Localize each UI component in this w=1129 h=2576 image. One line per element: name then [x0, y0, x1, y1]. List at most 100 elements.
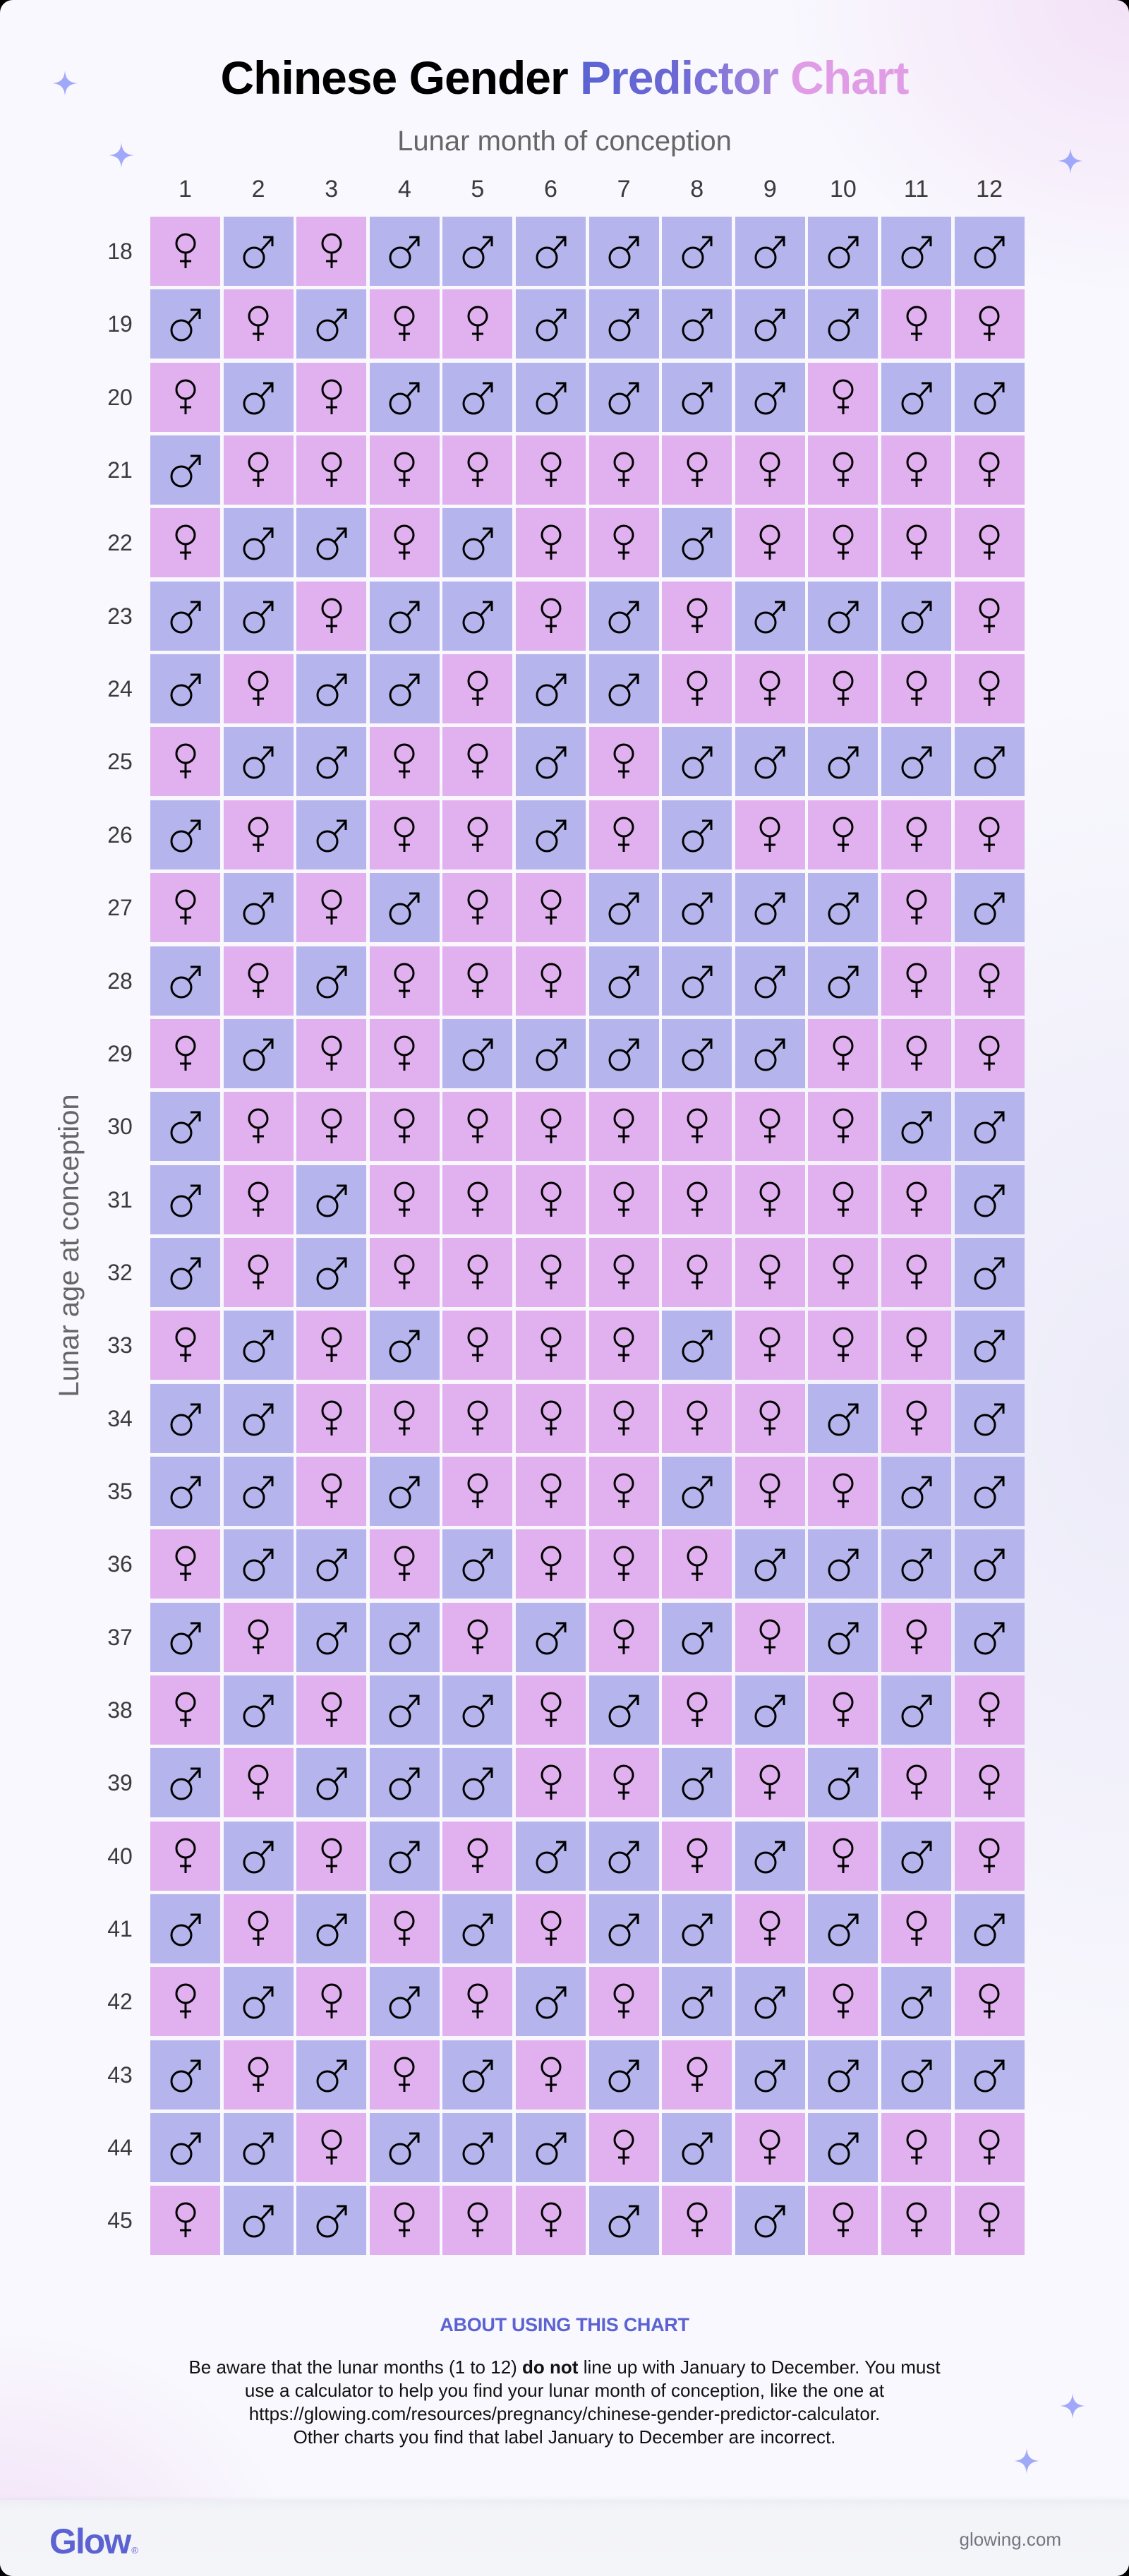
male-symbol-icon — [754, 1695, 785, 1728]
female-symbol-icon — [906, 2129, 926, 2165]
grid-cell-age-19-month-11 — [881, 289, 951, 359]
grid-cell-age-31-month-11 — [881, 1164, 951, 1234]
row-label-28: 28 — [107, 968, 133, 994]
grid-cell-age-43-month-3 — [296, 2040, 367, 2109]
about-line-2: use a calculator to help you find your l… — [244, 2380, 885, 2401]
male-symbol-icon — [170, 455, 200, 488]
male-symbol-icon — [754, 308, 785, 342]
grid-cell-age-25-month-10 — [808, 727, 879, 797]
female-symbol-icon — [467, 1983, 488, 2019]
row-label-18: 18 — [107, 239, 133, 264]
grid-cell-age-43-month-7 — [588, 2040, 659, 2109]
female-symbol-icon — [248, 1764, 269, 1800]
male-symbol-icon — [462, 2132, 493, 2165]
female-symbol-icon — [321, 233, 342, 268]
grid-cell-age-21-month-12 — [954, 435, 1025, 505]
grid-cell-age-19-month-8 — [662, 289, 732, 359]
grid-cell-age-41-month-9 — [735, 1894, 805, 1964]
row-label-45: 45 — [107, 2208, 133, 2234]
grid-cell-age-38-month-2 — [223, 1675, 294, 1745]
female-symbol-icon — [759, 1400, 780, 1436]
grid-cell-age-22-month-7 — [588, 508, 659, 578]
female-symbol-icon — [248, 1619, 269, 1654]
row-label-19: 19 — [107, 311, 133, 337]
sparkle-icon — [1014, 2448, 1039, 2474]
female-symbol-icon — [175, 379, 195, 414]
male-symbol-icon — [316, 1622, 347, 1655]
grid-cell-age-30-month-6 — [516, 1092, 586, 1162]
female-symbol-icon — [321, 1035, 342, 1071]
grid-cell-age-20-month-11 — [881, 362, 951, 432]
female-symbol-icon — [248, 1254, 269, 1289]
female-symbol-icon — [467, 306, 488, 342]
female-symbol-icon — [541, 1327, 561, 1363]
male-symbol-icon — [974, 1330, 1005, 1363]
male-symbol-icon — [243, 2205, 274, 2238]
male-symbol-icon — [316, 527, 347, 560]
grid-cell-age-34-month-5 — [442, 1383, 513, 1453]
grid-cell-age-32-month-9 — [735, 1237, 805, 1307]
grid-cell-age-22-month-12 — [954, 508, 1025, 578]
grid-cell-age-32-month-12 — [954, 1237, 1025, 1307]
grid-cell-age-41-month-7 — [588, 1894, 659, 1964]
grid-cell-age-25-month-4 — [369, 727, 440, 797]
female-symbol-icon — [248, 1910, 269, 1946]
column-header-1: 1 — [179, 176, 192, 203]
grid-cell-age-21-month-6 — [516, 435, 586, 505]
male-symbol-icon — [682, 1913, 713, 1946]
male-symbol-icon — [462, 1767, 493, 1800]
male-symbol-icon — [243, 1986, 274, 2019]
grid-cell-age-40-month-4 — [369, 1821, 440, 1891]
female-symbol-icon — [979, 524, 1000, 560]
male-symbol-icon — [170, 965, 200, 998]
grid-cell-age-35-month-7 — [588, 1456, 659, 1526]
grid-cell-age-27-month-1 — [150, 873, 220, 943]
grid-cell-age-19-month-9 — [735, 289, 805, 359]
grid-cell-age-33-month-5 — [442, 1311, 513, 1380]
female-symbol-icon — [467, 452, 488, 488]
grid-cell-age-45-month-1 — [150, 2186, 220, 2256]
male-symbol-icon — [754, 1841, 785, 1874]
row-label-34: 34 — [107, 1405, 133, 1431]
grid-cell-age-37-month-9 — [735, 1602, 805, 1672]
grid-cell-age-22-month-8 — [662, 508, 732, 578]
female-symbol-icon — [467, 889, 488, 925]
glow-logo[interactable]: Glow ® — [49, 2524, 138, 2568]
male-symbol-icon — [901, 1548, 931, 1582]
grid-cell-age-23-month-2 — [223, 581, 294, 651]
female-symbol-icon — [175, 1546, 195, 1582]
grid-cell-age-19-month-12 — [954, 289, 1025, 359]
female-symbol-icon — [613, 2129, 634, 2165]
grid-cell-age-30-month-2 — [223, 1092, 294, 1162]
female-symbol-icon — [759, 1108, 780, 1144]
grid-cell-age-32-month-3 — [296, 1237, 367, 1307]
grid-cell-age-44-month-12 — [954, 2113, 1025, 2183]
male-symbol-icon — [974, 1403, 1005, 1436]
female-symbol-icon — [687, 1400, 708, 1436]
grid-cell-age-23-month-10 — [808, 581, 879, 651]
footer-website-link[interactable]: glowing.com — [959, 2529, 1061, 2550]
female-symbol-icon — [248, 2057, 269, 2092]
female-symbol-icon — [759, 1619, 780, 1654]
grid-cell-age-36-month-4 — [369, 1529, 440, 1599]
row-label-33: 33 — [107, 1332, 133, 1359]
grid-cell-age-32-month-8 — [662, 1237, 732, 1307]
female-symbol-icon — [613, 743, 634, 779]
female-symbol-icon — [906, 963, 926, 998]
grid-cell-age-37-month-8 — [662, 1602, 732, 1672]
grid-cell-age-29-month-2 — [223, 1018, 294, 1088]
grid-cell-age-27-month-3 — [296, 873, 367, 943]
female-symbol-icon — [833, 524, 854, 560]
grid-cell-age-23-month-4 — [369, 581, 440, 651]
female-symbol-icon — [541, 963, 561, 998]
row-label-41: 41 — [107, 1916, 133, 1942]
grid-cell-age-33-month-10 — [808, 1311, 879, 1380]
grid-cell-age-30-month-5 — [442, 1092, 513, 1162]
grid-cell-age-29-month-8 — [662, 1018, 732, 1088]
male-symbol-icon — [170, 1111, 200, 1144]
male-symbol-icon — [608, 673, 639, 706]
grid-cell-age-24-month-11 — [881, 654, 951, 724]
grid-cell-age-40-month-6 — [516, 1821, 586, 1891]
male-symbol-icon — [316, 746, 347, 779]
female-symbol-icon — [979, 2129, 1000, 2165]
